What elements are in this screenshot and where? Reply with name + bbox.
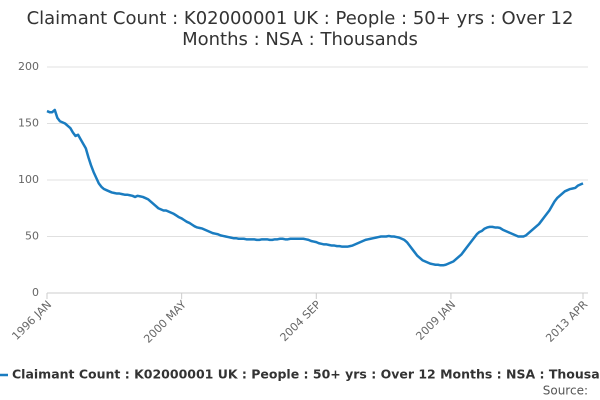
x-tick-label: 2013 APR [543, 298, 590, 345]
source-label: Source: [543, 384, 588, 398]
x-tick-label: 2000 MAY [141, 298, 189, 346]
series-line [46, 108, 584, 267]
x-tick-label: 1996 JAN [9, 298, 54, 343]
y-tick-label: 100 [18, 173, 39, 186]
legend-label: Claimant Count : K02000001 UK : People :… [12, 367, 600, 382]
x-tick-label: 2004 SEP [278, 298, 324, 344]
x-tick-label: 2009 JAN [413, 298, 458, 343]
y-tick-label: 200 [18, 60, 39, 73]
y-tick-label: 0 [32, 286, 39, 299]
y-tick-label: 50 [25, 230, 39, 243]
chart-title: Claimant Count : K02000001 UK : People :… [26, 8, 574, 50]
y-tick-label: 150 [18, 117, 39, 130]
